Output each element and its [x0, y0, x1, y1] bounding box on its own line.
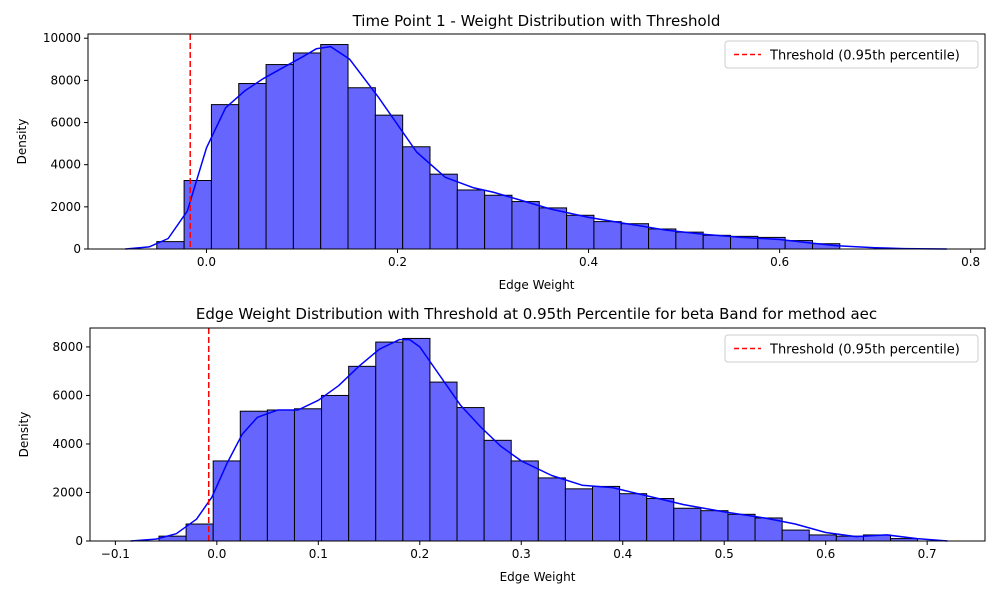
- x-tick-label: 0.2: [388, 255, 407, 269]
- histogram-bars: [156, 44, 841, 250]
- x-tick-label: 0.0: [197, 255, 216, 269]
- histogram-bar: [781, 529, 810, 542]
- histogram-bar: [293, 408, 323, 542]
- histogram-bar: [210, 104, 240, 250]
- x-axis-label: Edge Weight: [499, 278, 575, 292]
- histogram-bar: [348, 365, 377, 542]
- histogram-bar: [510, 460, 539, 542]
- y-tick-label: 6000: [50, 116, 81, 130]
- x-tick-label: 0.1: [309, 547, 328, 561]
- histogram-bar: [511, 201, 540, 250]
- y-axis-ticks: 0 2000 4000 6000 8000 10000: [43, 31, 88, 256]
- x-axis-ticks: −0.1 0.0 0.1 0.2 0.3 0.4 0.5 0.6 0.7: [101, 541, 937, 561]
- histogram-bar: [156, 241, 185, 250]
- histogram-bar: [374, 114, 404, 250]
- y-axis-ticks: 0 2000 4000 6000 8000: [52, 340, 90, 548]
- histogram-bar: [238, 83, 267, 250]
- chart-title: Edge Weight Distribution with Threshold …: [196, 305, 877, 323]
- histogram-bar: [456, 189, 486, 250]
- histogram-bar: [566, 214, 595, 250]
- histogram-bar: [402, 337, 431, 542]
- histogram-panel-beta-band-aec: Edge Weight Distribution with Threshold …: [17, 305, 986, 584]
- chart-title: Time Point 1 - Weight Distribution with …: [352, 12, 721, 30]
- legend: Threshold (0.95th percentile): [724, 40, 979, 69]
- histogram-bar: [212, 460, 241, 542]
- histogram-bar: [591, 485, 621, 542]
- y-tick-label: 8000: [50, 73, 81, 87]
- x-axis-label: Edge Weight: [500, 570, 576, 584]
- legend: Threshold (0.95th percentile): [724, 334, 979, 363]
- histogram-bar: [619, 493, 648, 542]
- histogram-panel-time-point-1: Time Point 1 - Weight Distribution with …: [15, 12, 986, 292]
- histogram-bar: [320, 44, 349, 250]
- histogram-bar: [239, 410, 268, 542]
- y-tick-label: 4000: [52, 437, 83, 451]
- histogram-bar: [375, 341, 404, 542]
- histogram-bar: [646, 498, 675, 542]
- histogram-bar: [808, 534, 837, 542]
- x-tick-label: 0.5: [715, 547, 734, 561]
- histogram-bar: [266, 409, 295, 542]
- histogram-bar: [347, 87, 376, 250]
- y-tick-label: 4000: [50, 158, 81, 172]
- histogram-bar: [702, 234, 732, 250]
- histogram-bar: [673, 507, 702, 542]
- x-tick-label: 0.6: [816, 547, 835, 561]
- histogram-bar: [675, 231, 704, 250]
- y-tick-label: 0: [75, 534, 83, 548]
- plot-frame: [89, 327, 986, 542]
- histogram-bar: [727, 513, 756, 542]
- x-axis-ticks: 0.0 0.2 0.4 0.6 0.8: [197, 249, 980, 269]
- histogram-bar: [292, 52, 322, 250]
- legend-threshold-label: Threshold (0.95th percentile): [769, 49, 960, 64]
- x-tick-label: 0.4: [613, 547, 632, 561]
- x-tick-label: 0.2: [410, 547, 429, 561]
- histogram-bar: [754, 517, 783, 542]
- x-tick-label: 0.7: [918, 547, 937, 561]
- histogram-bar: [620, 223, 650, 250]
- y-tick-label: 0: [73, 242, 81, 256]
- x-tick-label: 0.4: [579, 255, 598, 269]
- histogram-bar: [429, 173, 458, 250]
- plot-frame: [87, 33, 986, 250]
- histogram-bar: [456, 407, 485, 542]
- histogram-bar: [537, 477, 566, 542]
- y-tick-label: 6000: [52, 388, 83, 402]
- histogram-bar: [538, 207, 568, 250]
- x-tick-label: 0.6: [770, 255, 789, 269]
- histogram-bar: [593, 221, 622, 250]
- histogram-bar: [700, 510, 729, 542]
- y-tick-label: 2000: [52, 485, 83, 499]
- kde-curve-group: [130, 338, 948, 542]
- histogram-bar: [265, 64, 294, 250]
- histogram-bar: [648, 228, 677, 250]
- x-tick-label: 0.8: [961, 255, 980, 269]
- kde-curve-group: [125, 45, 947, 250]
- x-tick-label: 0.3: [512, 547, 531, 561]
- x-tick-label: −0.1: [101, 547, 130, 561]
- histogram-bar: [402, 146, 431, 250]
- histogram-bar: [484, 194, 513, 250]
- histogram-bar: [321, 394, 350, 542]
- histogram-bar: [183, 179, 212, 250]
- histogram-bar: [429, 381, 458, 542]
- y-axis-label: Density: [15, 119, 29, 165]
- y-tick-label: 2000: [50, 200, 81, 214]
- kde-curve: [125, 45, 947, 250]
- histogram-bar: [483, 439, 512, 542]
- histogram-bar: [564, 488, 593, 542]
- legend-box: [724, 334, 979, 363]
- kde-curve: [130, 338, 948, 542]
- y-tick-label: 10000: [43, 31, 81, 45]
- legend-threshold-label: Threshold (0.95th percentile): [769, 343, 960, 358]
- x-tick-label: 0.0: [207, 547, 226, 561]
- legend-box: [724, 40, 979, 69]
- y-tick-label: 8000: [52, 340, 83, 354]
- y-axis-label: Density: [17, 412, 31, 458]
